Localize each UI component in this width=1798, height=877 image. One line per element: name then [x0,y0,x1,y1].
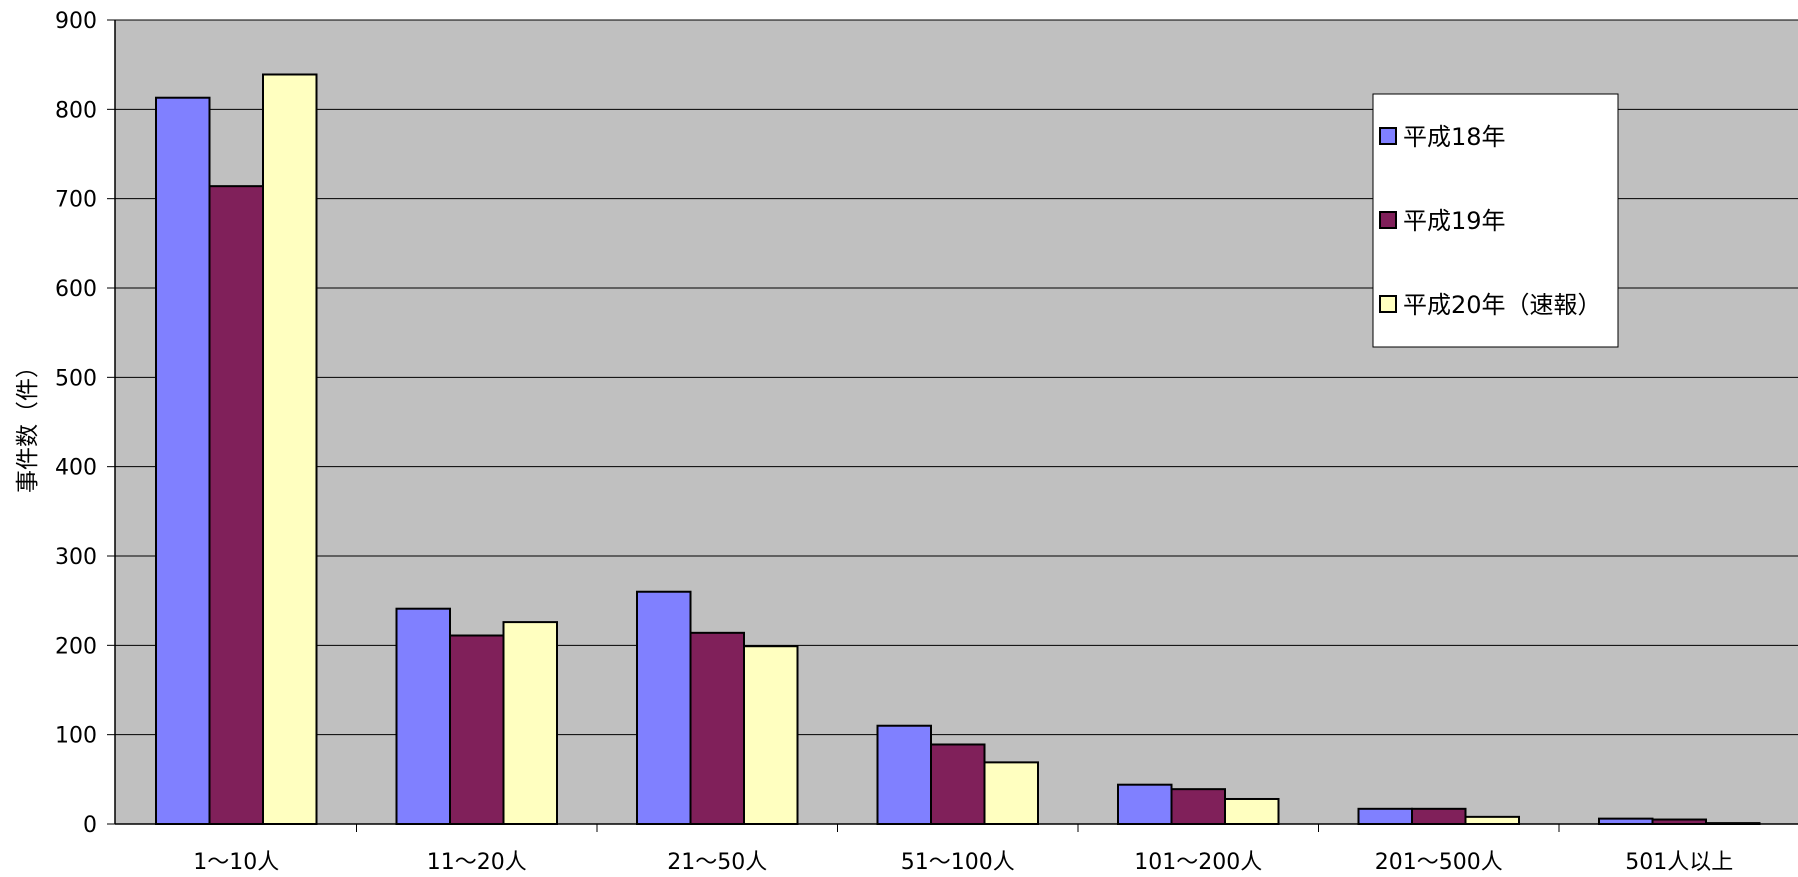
y-axis-label: 事件数（件） [15,355,41,493]
bar [449,634,505,825]
legend-box [1372,93,1619,348]
bar [1464,815,1520,825]
bar [1224,797,1280,826]
x-category-label: 201～500人 [1375,850,1503,875]
bar [876,724,932,826]
y-tick-label: 400 [55,456,97,481]
x-axis-categories: 1～10人 11～20人 21～50人 51～100人 101～200人 201～500人… [193,850,1733,875]
bar [743,645,799,826]
bars [155,73,1761,826]
bar [155,96,211,826]
y-axis-ticks: 0 100 200 300 400 500 600 700 800 900 [55,9,115,838]
y-tick-label: 300 [55,545,97,570]
y-tick-label: 500 [55,366,97,391]
y-tick-label: 0 [83,813,97,838]
x-category-label: 11～20人 [427,850,527,875]
bar [983,761,1039,825]
legend-swatch [1379,211,1397,229]
x-category-label: 21～50人 [667,850,767,875]
x-category-label: 501人以上 [1625,850,1733,875]
axes [114,20,1798,832]
legend-swatch [1379,295,1397,313]
x-category-label: 101～200人 [1134,850,1262,875]
bar [689,631,745,825]
bar [1598,817,1654,826]
bar [930,743,986,826]
bar [1357,807,1413,826]
y-tick-label: 200 [55,634,97,659]
legend-label: 平成18年 [1403,123,1506,151]
bar [1170,788,1226,825]
bar [262,73,318,825]
x-category-label: 1～10人 [193,850,279,875]
legend-label: 平成20年（速報） [1403,291,1602,319]
bar [636,590,692,825]
legend-swatch [1379,127,1397,145]
bar [208,185,264,826]
x-category-label: 51～100人 [901,850,1015,875]
y-tick-label: 100 [55,724,97,749]
y-tick-label: 600 [55,277,97,302]
bar [1117,783,1173,826]
y-tick-label: 700 [55,188,97,213]
bar [395,607,451,825]
legend-label: 平成19年 [1403,207,1506,235]
y-tick-label: 800 [55,98,97,123]
y-tick-label: 900 [55,9,97,34]
bar [1411,807,1467,826]
bar [502,621,558,826]
